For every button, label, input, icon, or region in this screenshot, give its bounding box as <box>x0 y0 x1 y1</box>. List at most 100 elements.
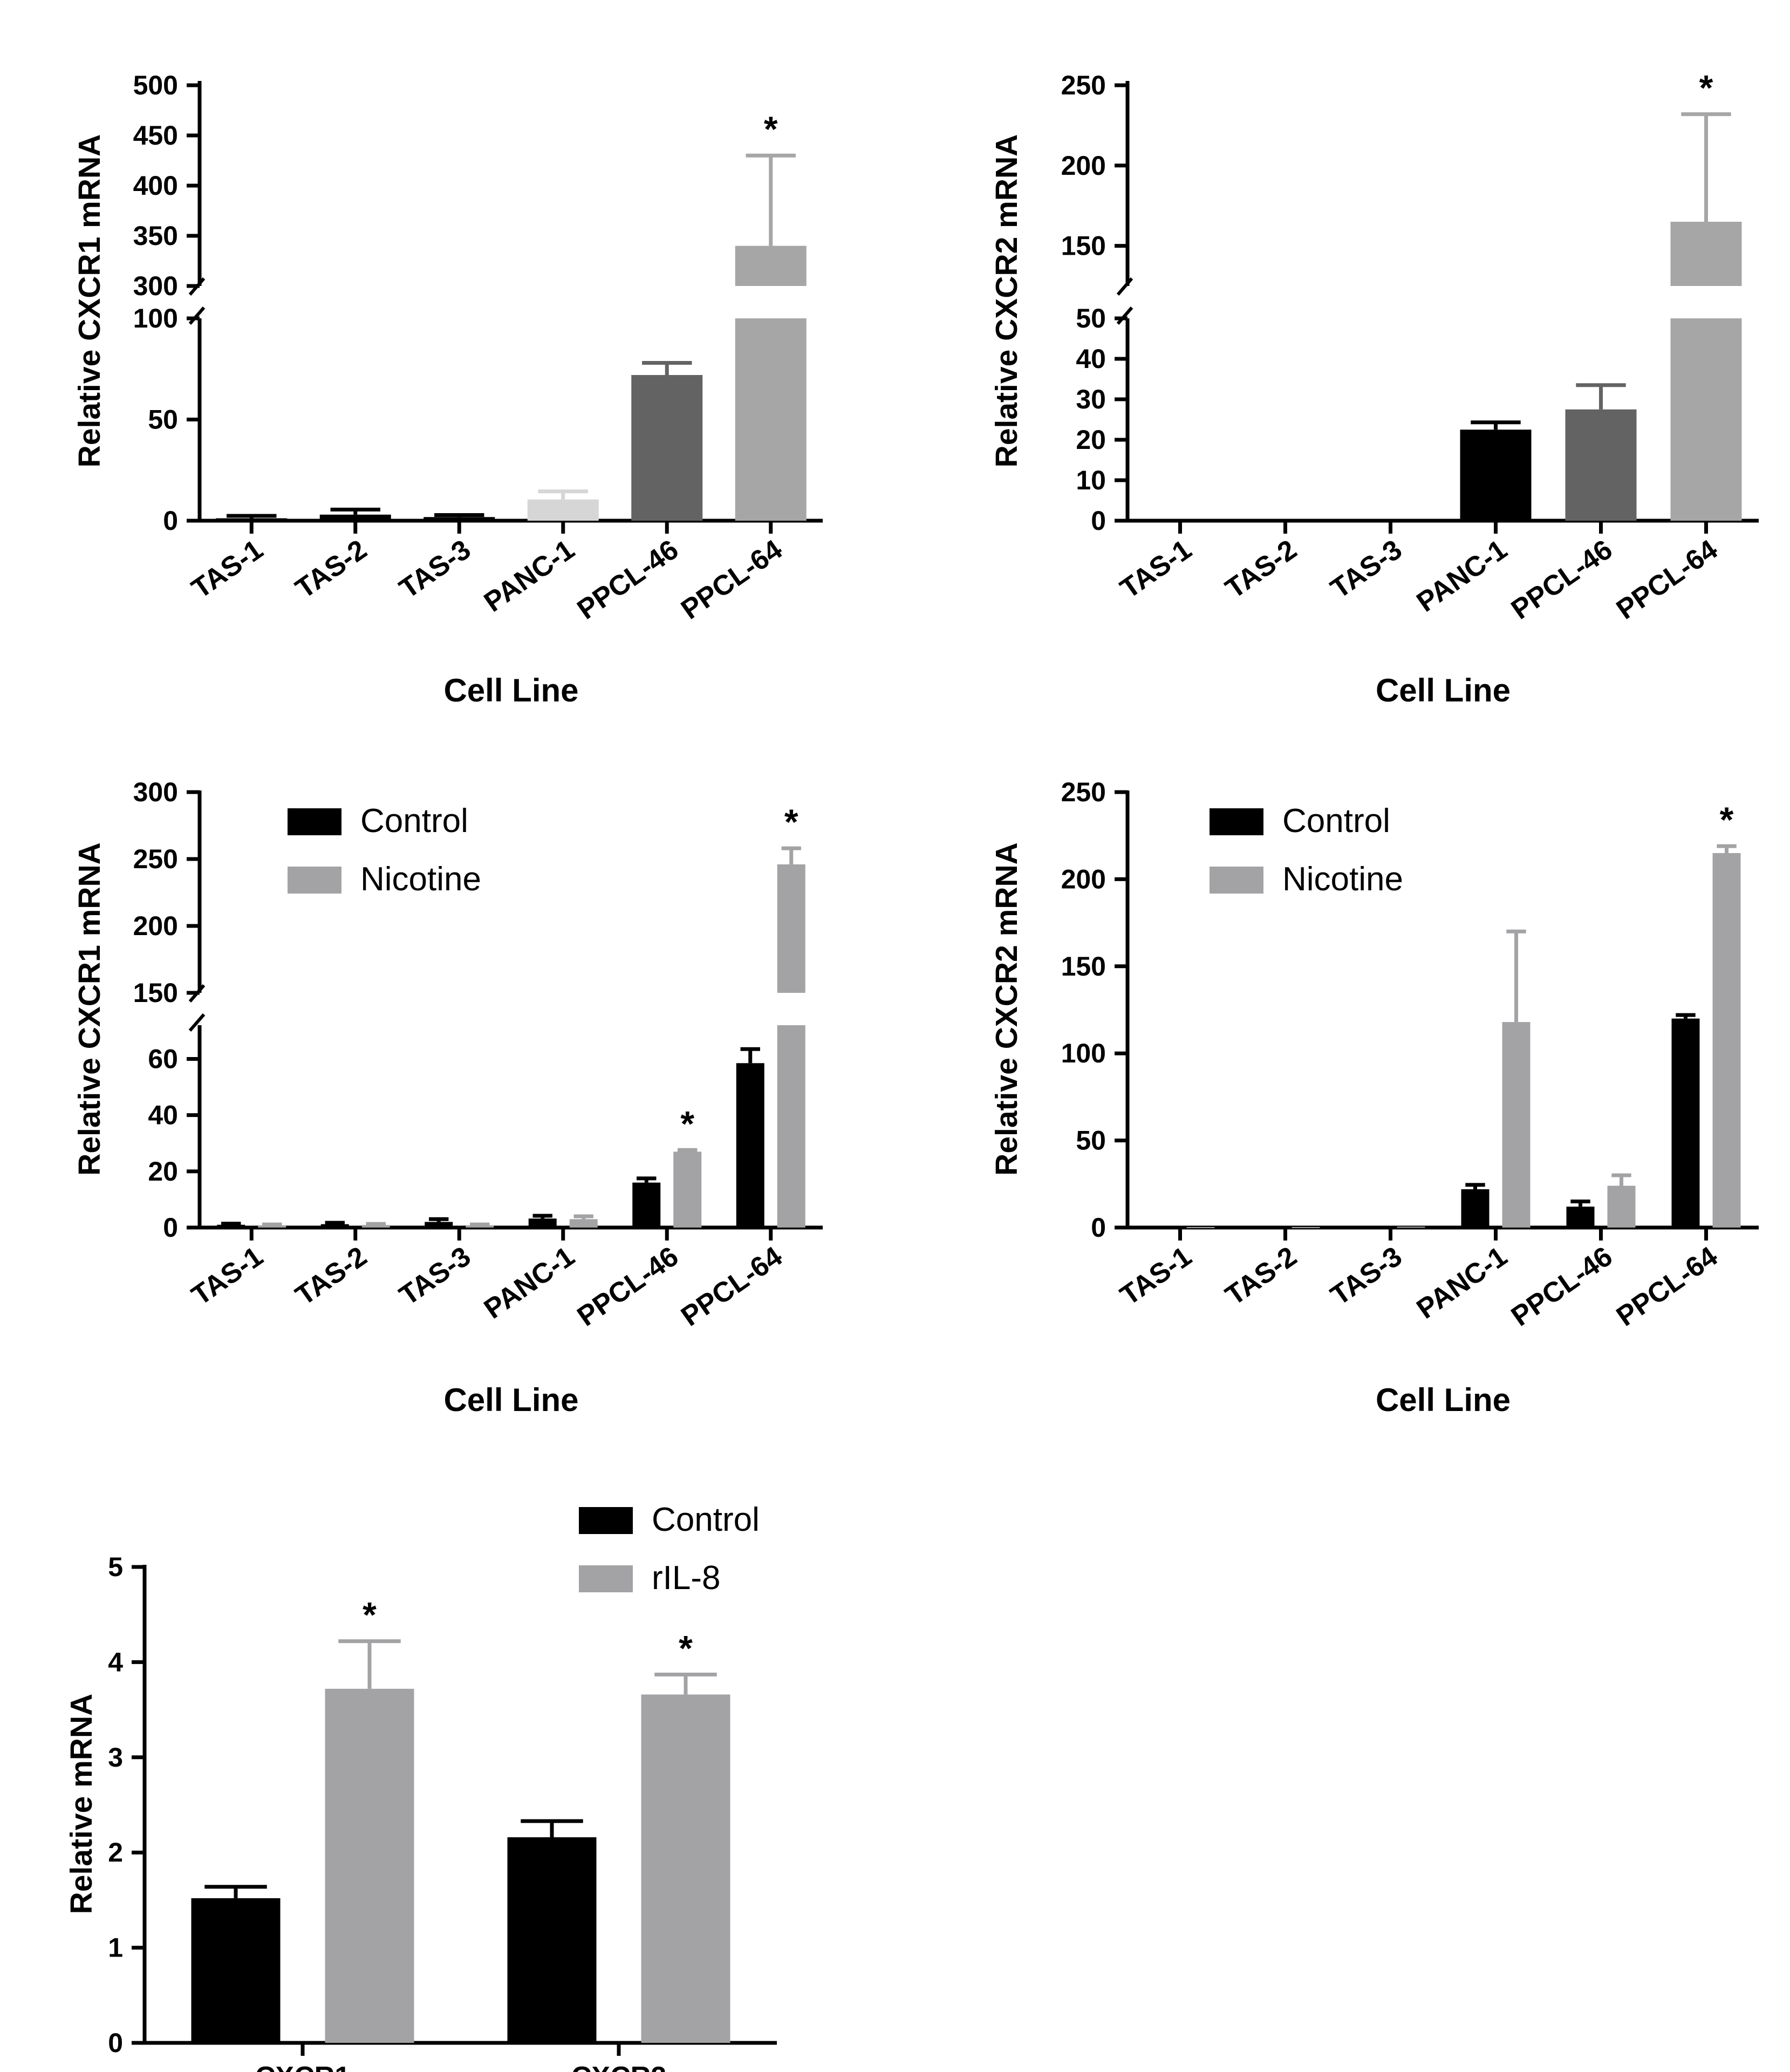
y-axis-title: Relative CXCR1 mRNA <box>72 134 107 468</box>
y-tick-label: 0 <box>1091 1212 1106 1243</box>
bar <box>632 1182 661 1228</box>
bar <box>1145 1227 1174 1229</box>
y-tick-label: 30 <box>1076 384 1106 414</box>
y-tick-label: 200 <box>1061 864 1106 894</box>
y-tick-label: 0 <box>163 506 178 536</box>
x-category-label: PPCL-64 <box>675 534 788 625</box>
y-tick-label: 300 <box>133 271 178 301</box>
y-tick-label: 10 <box>1076 465 1106 495</box>
bar-upper <box>1670 221 1742 286</box>
panel-c: 0 20 40 60 150 200 250 300 TAS-1 TAS-2 TAS-3 PANC-1… <box>72 777 823 1418</box>
bar <box>325 1688 414 2043</box>
legend-swatch <box>1210 867 1263 894</box>
y-tick-label: 20 <box>148 1156 178 1187</box>
y-tick-label: 50 <box>148 405 178 435</box>
x-category-label: TAS-2 <box>290 534 372 604</box>
y-tick-label: 1 <box>108 1933 123 1963</box>
bar <box>425 1222 453 1228</box>
x-category-label: PANC-1 <box>479 1241 580 1325</box>
x-category-label: PANC-1 <box>1411 1241 1513 1325</box>
legend-label: Nicotine <box>1282 861 1403 898</box>
y-tick-label: 250 <box>1061 777 1106 807</box>
bar <box>1566 1207 1595 1228</box>
legend-swatch <box>579 1507 633 1534</box>
y-tick-label: 50 <box>1076 303 1106 333</box>
x-category-label: CXCR2 <box>571 2061 666 2072</box>
y-tick-label: 150 <box>133 978 178 1008</box>
x-category-label: TAS-2 <box>1220 534 1302 604</box>
y-tick-label: 40 <box>1076 344 1106 374</box>
y-axis-title: Relative CXCR2 mRNA <box>989 842 1024 1176</box>
x-category-label: PPCL-46 <box>1506 1241 1618 1332</box>
significance-star: * <box>1699 68 1713 108</box>
bar <box>320 1224 349 1228</box>
y-tick-label: 250 <box>1061 70 1106 100</box>
x-category-label: PPCL-46 <box>572 1241 684 1332</box>
bar <box>507 1837 597 2043</box>
bar <box>1460 430 1532 521</box>
legend-label: Nicotine <box>360 861 481 898</box>
significance-star: * <box>784 802 798 842</box>
bar <box>1397 1226 1425 1228</box>
bar <box>361 1225 390 1228</box>
legend-swatch <box>1210 808 1263 835</box>
x-category-label: PANC-1 <box>479 534 580 618</box>
x-category-label: PPCL-46 <box>1506 534 1618 625</box>
y-axis-break-mark <box>1116 306 1133 325</box>
significance-star: * <box>680 1103 694 1143</box>
bar <box>1565 409 1637 521</box>
bar <box>191 1898 281 2043</box>
y-tick-label: 400 <box>133 171 178 201</box>
x-category-label: PPCL-64 <box>1611 534 1724 625</box>
legend-label: Control <box>652 1501 760 1538</box>
significance-star: * <box>764 109 778 149</box>
bar <box>1186 1227 1215 1229</box>
bar-lower <box>777 1025 805 1228</box>
y-tick-label: 3 <box>108 1742 123 1773</box>
y-axis-title: Relative mRNA <box>64 1694 99 1914</box>
bar <box>673 1151 702 1228</box>
bar <box>1607 1185 1636 1228</box>
bar <box>1502 1022 1531 1228</box>
panel-e: 0 1 2 3 4 5 CXCR1 CXCR2 Relative mRNA * * Control rI… <box>64 1501 777 2072</box>
x-category-label: TAS-3 <box>1325 1241 1408 1311</box>
bar <box>1292 1227 1320 1229</box>
x-category-label: PPCL-64 <box>1611 1241 1724 1332</box>
y-tick-label: 0 <box>108 2028 123 2058</box>
bar <box>258 1225 286 1228</box>
significance-star: * <box>679 1628 693 1668</box>
x-category-label: TAS-2 <box>1220 1241 1302 1311</box>
y-axis-title: Relative CXCR1 mRNA <box>72 842 107 1176</box>
y-tick-label: 5 <box>108 1552 123 1582</box>
y-tick-label: 150 <box>1061 951 1106 982</box>
x-axis-title: Cell Line <box>1376 672 1511 708</box>
y-axis-break-mark <box>188 306 206 325</box>
y-tick-label: 20 <box>1076 425 1106 455</box>
y-tick-label: 0 <box>163 1212 178 1243</box>
x-category-label: TAS-3 <box>1325 534 1408 604</box>
bar <box>527 499 599 521</box>
y-axis-break-mark <box>188 1013 206 1032</box>
bar <box>423 517 495 521</box>
x-axis-title: Cell Line <box>443 1382 578 1418</box>
legend-label: rIL-8 <box>652 1559 720 1597</box>
bar <box>217 1224 245 1228</box>
legend-swatch <box>288 808 341 835</box>
y-axis-title: Relative CXCR2 mRNA <box>989 134 1024 468</box>
y-tick-label: 0 <box>1091 506 1106 536</box>
y-tick-label: 150 <box>1061 231 1106 261</box>
y-tick-label: 500 <box>133 70 178 100</box>
y-tick-label: 4 <box>108 1647 123 1677</box>
y-tick-label: 2 <box>108 1837 123 1867</box>
y-tick-label: 100 <box>1061 1038 1106 1068</box>
y-tick-label: 100 <box>133 303 178 333</box>
y-tick-label: 60 <box>148 1044 178 1074</box>
bar <box>319 514 391 521</box>
bar <box>1355 519 1426 521</box>
panel-b: 0 10 20 30 40 50 150 200 250 TAS-1 TAS-2 TAS-3 PANC-… <box>989 68 1759 708</box>
y-tick-label: 450 <box>133 120 178 151</box>
x-category-label: TAS-1 <box>1115 534 1197 604</box>
bar <box>1249 520 1321 521</box>
